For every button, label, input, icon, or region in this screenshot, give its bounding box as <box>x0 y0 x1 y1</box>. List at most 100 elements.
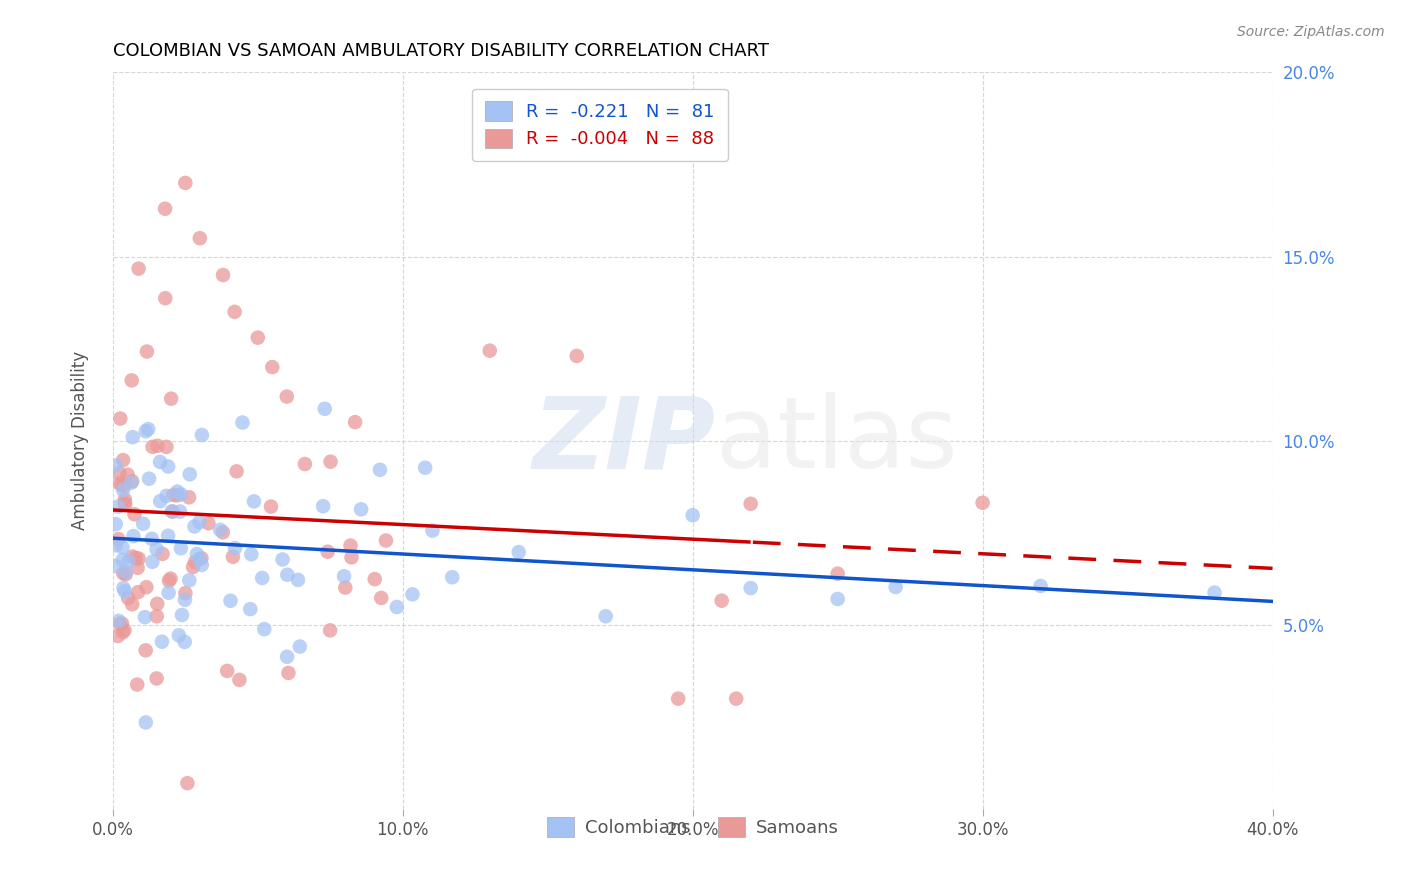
Point <box>725 691 748 706</box>
Point <box>169 504 191 518</box>
Point <box>370 591 392 605</box>
Point <box>288 640 311 654</box>
Point <box>212 268 235 282</box>
Point <box>276 649 298 664</box>
Point <box>112 581 135 595</box>
Point <box>441 570 464 584</box>
Point <box>209 523 232 537</box>
Point <box>243 494 266 508</box>
Point <box>145 542 167 557</box>
Point <box>250 571 273 585</box>
Point <box>135 643 157 657</box>
Point <box>104 458 127 473</box>
Point <box>179 467 201 482</box>
Point <box>246 331 269 345</box>
Point <box>211 525 233 540</box>
Point <box>157 585 180 599</box>
Point <box>135 715 157 730</box>
Text: ZIP: ZIP <box>533 392 716 490</box>
Point <box>710 593 733 607</box>
Point <box>155 489 177 503</box>
Point <box>319 624 342 638</box>
Point <box>174 586 197 600</box>
Point <box>114 498 136 512</box>
Point <box>565 349 588 363</box>
Point <box>141 555 163 569</box>
Point <box>972 496 994 510</box>
Point <box>121 430 143 444</box>
Point <box>682 508 704 523</box>
Point <box>271 552 294 566</box>
Point <box>740 581 762 595</box>
Point <box>159 572 181 586</box>
Point <box>104 559 127 574</box>
Point <box>150 634 173 648</box>
Point <box>162 505 184 519</box>
Point <box>107 629 129 643</box>
Point <box>190 551 212 566</box>
Point <box>231 416 253 430</box>
Point <box>145 672 167 686</box>
Point <box>108 476 131 491</box>
Point <box>127 585 149 599</box>
Point <box>160 504 183 518</box>
Point <box>190 558 212 572</box>
Point <box>114 567 136 582</box>
Point <box>162 488 184 502</box>
Point <box>219 594 242 608</box>
Point <box>112 625 135 640</box>
Point <box>157 529 180 543</box>
Point <box>107 532 129 546</box>
Point <box>316 545 339 559</box>
Point <box>827 591 849 606</box>
Point <box>173 635 195 649</box>
Point <box>188 231 211 245</box>
Point <box>170 541 193 556</box>
Point <box>344 415 367 429</box>
Point <box>184 555 207 569</box>
Point <box>374 533 396 548</box>
Point <box>110 411 132 425</box>
Point <box>294 457 316 471</box>
Point <box>107 614 129 628</box>
Point <box>114 565 136 579</box>
Point <box>666 691 689 706</box>
Point <box>177 491 200 505</box>
Point <box>188 552 211 566</box>
Point <box>179 574 201 588</box>
Point <box>197 516 219 531</box>
Point <box>128 551 150 566</box>
Point <box>112 483 135 497</box>
Point <box>157 574 180 588</box>
Point <box>141 532 163 546</box>
Point <box>276 390 298 404</box>
Point <box>135 580 157 594</box>
Point <box>149 494 172 508</box>
Legend: Colombians, Samoans: Colombians, Samoans <box>540 810 845 845</box>
Point <box>166 488 188 502</box>
Point <box>422 524 444 538</box>
Point <box>176 776 198 790</box>
Point <box>111 616 134 631</box>
Point <box>333 569 356 583</box>
Point <box>155 291 177 305</box>
Point <box>141 440 163 454</box>
Point <box>183 519 205 533</box>
Point <box>128 261 150 276</box>
Point <box>224 541 246 556</box>
Point <box>225 464 247 478</box>
Point <box>160 392 183 406</box>
Point <box>350 502 373 516</box>
Point <box>368 463 391 477</box>
Point <box>111 541 134 555</box>
Point <box>740 497 762 511</box>
Point <box>114 492 136 507</box>
Point <box>401 587 423 601</box>
Point <box>364 572 387 586</box>
Point <box>170 487 193 501</box>
Point <box>413 460 436 475</box>
Point <box>385 599 408 614</box>
Point <box>191 428 214 442</box>
Point <box>240 547 263 561</box>
Point <box>1029 579 1052 593</box>
